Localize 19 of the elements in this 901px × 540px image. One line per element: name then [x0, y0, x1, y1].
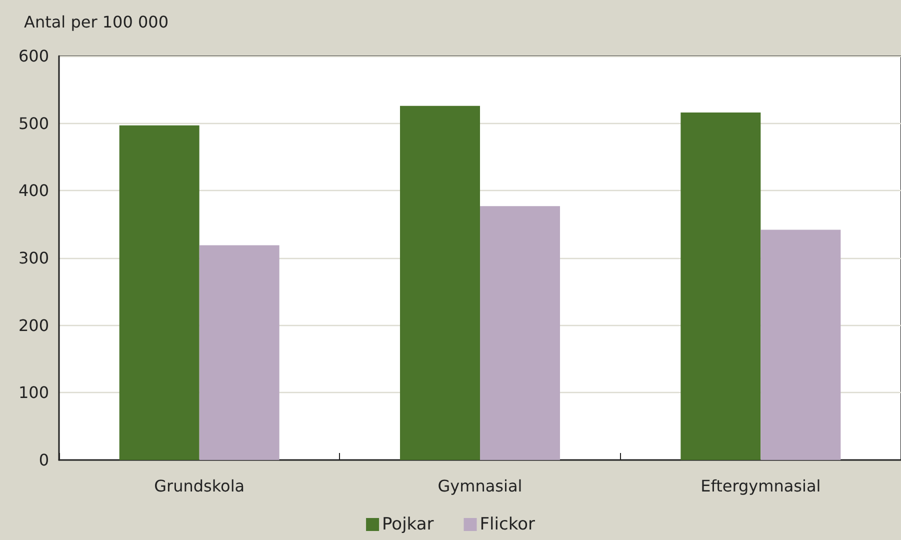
bar: [119, 125, 200, 460]
y-tick-label: 300: [18, 248, 49, 268]
y-tick-label: 0: [38, 450, 49, 470]
y-tick-label: 400: [18, 181, 49, 200]
y-tick-label: 600: [18, 46, 49, 66]
x-tick-label: Eftergymnasial: [700, 476, 821, 496]
bar: [199, 245, 280, 460]
legend-label: Pojkar: [382, 514, 434, 534]
y-axis-title: Antal per 100 000: [24, 12, 169, 32]
bar: [480, 206, 560, 460]
bar: [680, 112, 761, 460]
bar: [400, 106, 480, 460]
y-tick-label: 500: [18, 114, 49, 133]
y-tick-label: 200: [18, 316, 49, 335]
x-tick-label: Gymnasial: [438, 476, 522, 496]
y-tick-label: 100: [18, 383, 49, 402]
legend-label: Flickor: [480, 514, 535, 534]
x-tick-label: Grundskola: [154, 476, 245, 496]
bar: [760, 230, 841, 460]
